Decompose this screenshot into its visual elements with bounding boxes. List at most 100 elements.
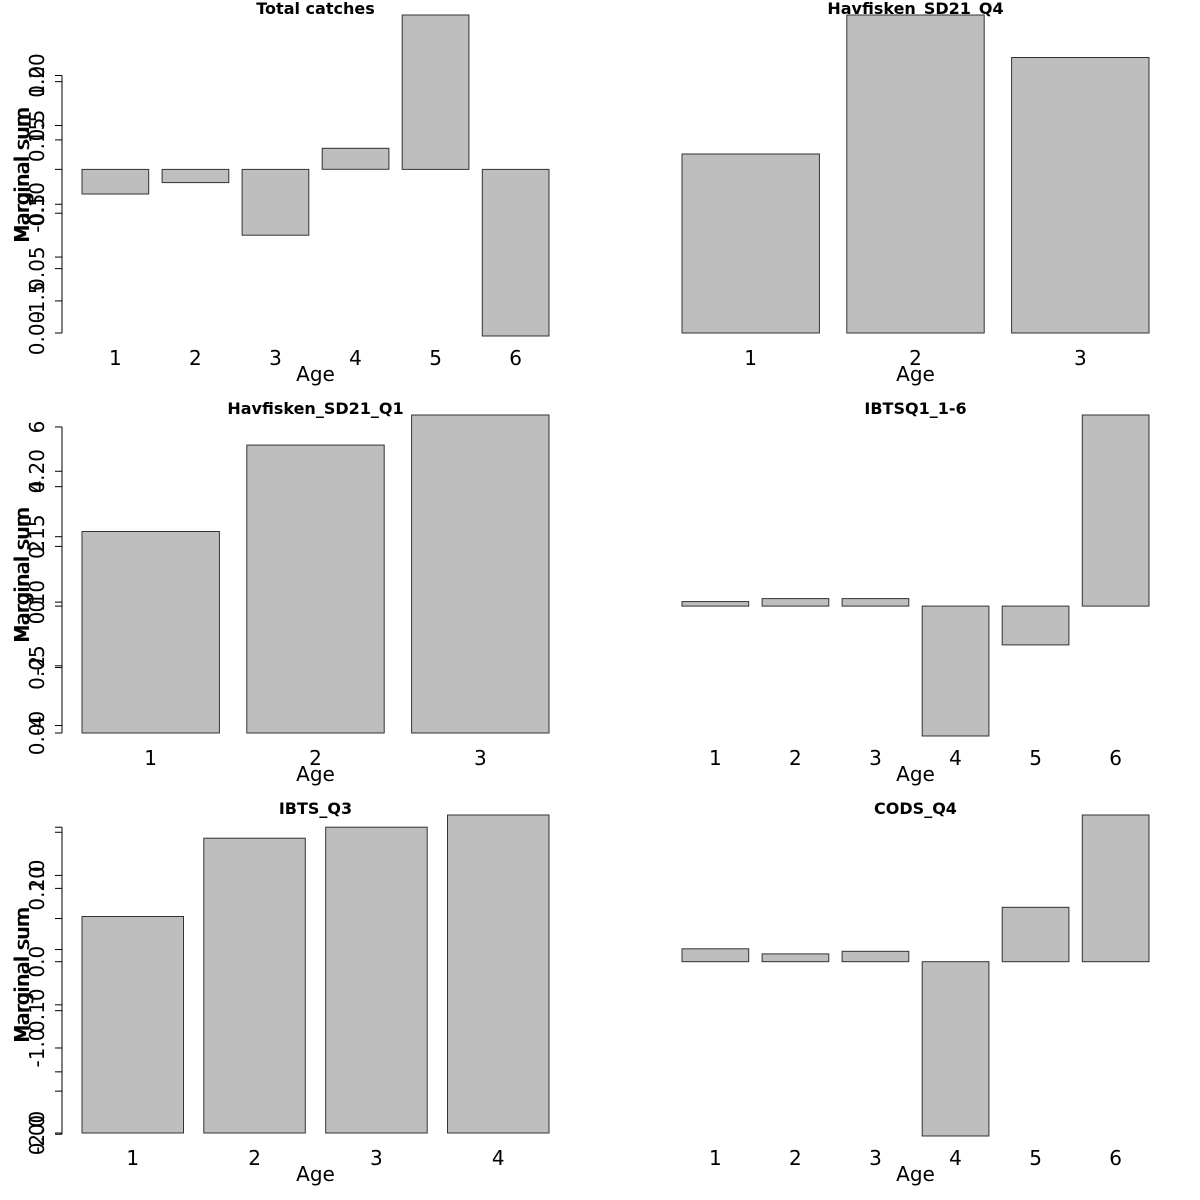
y-tick-label: -1.5 [25, 281, 49, 320]
y-axis-label: Marginal sum [10, 108, 34, 243]
bar-2 [246, 444, 385, 734]
x-tick-label: 6 [509, 346, 522, 370]
y-tick-label: 0.15 [25, 118, 49, 163]
x-tick-label: 1 [744, 346, 757, 370]
chart-title: Havfisken_SD21_Q4 [827, 0, 1003, 18]
x-tick-label: 3 [474, 746, 487, 770]
chart-title: IBTSQ1_1-6 [864, 399, 966, 418]
x-tick-label: 1 [709, 746, 722, 770]
bar-4 [321, 147, 390, 170]
x-tick-label: 4 [949, 1146, 962, 1170]
chart-title: CODS_Q4 [874, 799, 957, 818]
bar-2 [761, 953, 830, 963]
x-axis-label: Age [296, 1162, 335, 1186]
bar-6 [1081, 814, 1150, 963]
y-tick-label: 0.00 [25, 311, 49, 356]
x-tick-label: 2 [309, 746, 322, 770]
x-tick-label: 4 [349, 346, 362, 370]
bar-1 [81, 531, 220, 734]
y-tick-label: 0.00 [25, 711, 49, 756]
x-tick-label: 3 [869, 746, 882, 770]
chart-title: Total catches [256, 0, 374, 18]
chart-panel-3: Havfisken_SD21_Q1 0.00 0.05 0.10 0.15 0.20 Mar… [10, 399, 550, 786]
y-axis-label: Marginal sum [10, 106, 34, 241]
x-tick-label: 1 [709, 1146, 722, 1170]
x-tick-label: 5 [1029, 746, 1042, 770]
bar-1 [681, 153, 820, 334]
y-tick-label: 0.20 [25, 53, 49, 98]
x-tick-label: 2 [909, 346, 922, 370]
x-tick-label: 5 [1029, 1146, 1042, 1170]
bar-4 [921, 605, 990, 737]
x-tick-label: 4 [492, 1146, 505, 1170]
y-tick-label: -1.0 [25, 1028, 49, 1067]
x-tick-label: 1 [126, 1146, 139, 1170]
bar-1 [81, 168, 150, 195]
y-tick-label: 1.0 [25, 66, 49, 98]
x-tick-label: 6 [1109, 746, 1122, 770]
x-axis-label: Age [896, 362, 935, 386]
y-tick-label: 2 [25, 540, 49, 553]
bar-3 [841, 950, 910, 963]
x-axis-label: Age [296, 362, 335, 386]
x-tick-label: 2 [789, 1146, 802, 1170]
bar-5 [1001, 605, 1070, 646]
x-tick-label: 1 [144, 746, 157, 770]
y-tick-label: 0.20 [25, 866, 49, 911]
bar-2 [161, 168, 230, 184]
x-tick-label: 2 [789, 746, 802, 770]
y-axis-label: Marginal sum [10, 508, 34, 643]
bar-3 [411, 414, 550, 734]
y-tick-label: 0.5 [25, 110, 49, 142]
y-axis-label: Marginal sum [10, 908, 34, 1043]
y-tick-label: 0.10 [25, 580, 49, 625]
x-tick-label: 6 [1109, 1146, 1122, 1170]
x-axis-label: Age [296, 762, 335, 786]
x-tick-label: 3 [1074, 346, 1087, 370]
chart-panel-6: CODS_Q4 -2.0 -1.0 0.0 1.0 Marginal sum 1 2 3 4 5 6 A… [10, 799, 1150, 1186]
y-tick-label: 0.00 [25, 1111, 49, 1156]
bar-1 [681, 601, 750, 607]
y-tick-label: 0.20 [25, 449, 49, 494]
bar-4 [921, 961, 990, 1137]
y-tick-label: 0.10 [25, 182, 49, 227]
bar-5 [1001, 906, 1070, 963]
y-tick-label: 0.05 [25, 645, 49, 690]
x-tick-label: 2 [189, 346, 202, 370]
x-tick-label: 3 [370, 1146, 383, 1170]
x-tick-label: 3 [869, 1146, 882, 1170]
y-tick-label: -0.5 [25, 194, 49, 233]
bar-2 [846, 14, 985, 334]
chart-panel-1: Total catches -1.5 -0.5 0.5 1.0 Marginal sum 1… [10, 0, 550, 386]
bar-2 [203, 837, 306, 1134]
bar-3 [325, 826, 428, 1134]
bar-6 [481, 168, 550, 337]
x-tick-label: 3 [269, 346, 282, 370]
y-tick-label: 1.0 [25, 859, 49, 891]
bar-6 [1081, 414, 1150, 607]
chart-title: Havfisken_SD21_Q1 [227, 399, 403, 418]
bar-1 [81, 916, 184, 1134]
y-tick-label: -4 [25, 716, 49, 736]
y-axis-label: Marginal sum [10, 906, 34, 1041]
y-tick-label: 6 [25, 421, 49, 434]
bar-3 [841, 598, 910, 607]
chart-panel-2: Havfisken_SD21_Q4 0.00 0.05 0.10 0.15 0.20 Mar… [10, 0, 1150, 386]
y-tick-label: -2.0 [25, 1115, 49, 1154]
x-tick-label: 1 [109, 346, 122, 370]
x-tick-label: 5 [429, 346, 442, 370]
chart-panel-4: IBTSQ1_1-6 -4 -2 0 2 4 6 Marginal sum 1 2 3 4 5 6 Age [10, 399, 1150, 786]
x-axis-label: Age [896, 762, 935, 786]
y-tick-label: 0.10 [25, 988, 49, 1033]
bar-1 [681, 948, 750, 963]
chart-title: IBTS_Q3 [279, 799, 352, 818]
y-tick-label: 0.15 [25, 514, 49, 559]
x-tick-label: 4 [949, 746, 962, 770]
y-tick-label: 0.05 [25, 246, 49, 291]
bar-3 [1011, 57, 1150, 334]
y-tick-label: -2 [25, 656, 49, 676]
y-axis-label: Marginal sum [10, 506, 34, 641]
y-tick-label: 0.0 [25, 946, 49, 978]
